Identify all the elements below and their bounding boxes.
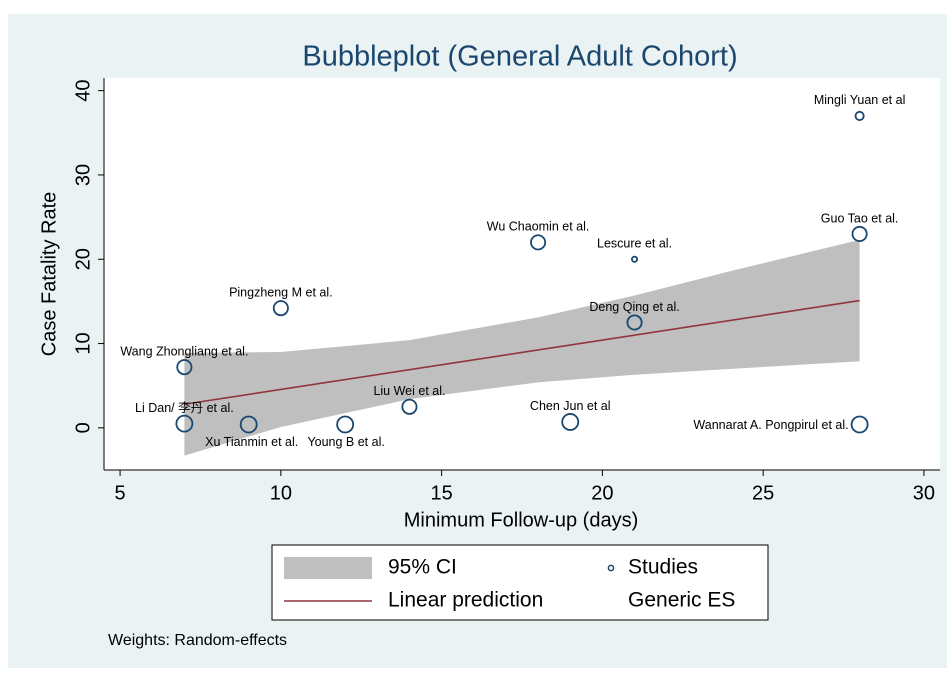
study-label: Lescure et al. — [597, 237, 672, 251]
x-tick-label: 20 — [591, 482, 613, 504]
study-label: Deng Qing et al. — [589, 300, 679, 314]
y-tick-label: 40 — [72, 80, 94, 102]
study-label: Young B et al. — [307, 435, 384, 449]
study-bubble — [239, 415, 258, 434]
x-axis-title: Minimum Follow-up (days) — [404, 509, 639, 531]
study-label: Xu Tianmin et al. — [205, 435, 298, 449]
y-tick-label: 10 — [72, 332, 94, 354]
y-tick-label: 30 — [72, 164, 94, 186]
study-bubble — [272, 300, 289, 317]
study-bubble — [851, 225, 868, 242]
legend-label: Linear prediction — [388, 589, 543, 612]
y-tick-label: 20 — [72, 248, 94, 270]
legend-label: Generic ES — [628, 589, 735, 612]
chart-title: Bubbleplot (General Adult Cohort) — [302, 41, 737, 73]
x-tick-label: 5 — [115, 482, 126, 504]
study-label: Pingzheng M et al. — [229, 285, 333, 299]
study-label: Chen Jun et al — [530, 399, 611, 413]
study-label: Mingli Yuan et al — [814, 93, 906, 107]
ci-band — [184, 239, 860, 456]
x-tick-label: 25 — [752, 482, 774, 504]
study-bubble — [175, 414, 194, 433]
study-label: Li Dan/ 李丹 et al. — [135, 400, 234, 415]
note: Weights: Random-effects — [108, 632, 287, 649]
x-tick-label: 30 — [913, 482, 935, 504]
study-bubble — [401, 398, 418, 415]
study-label: Guo Tao et al. — [821, 211, 899, 225]
study-bubble — [561, 413, 580, 431]
study-bubble — [626, 314, 643, 331]
study-label: Wannarat A. Pongpirul et al. — [693, 418, 848, 432]
x-tick-label: 10 — [270, 482, 292, 504]
study-bubble — [850, 415, 869, 434]
study-label: Wang Zhongliang et al. — [120, 344, 248, 358]
y-tick-label: 0 — [72, 422, 94, 433]
study-bubble — [336, 415, 355, 434]
legend-swatch — [607, 564, 615, 572]
study-bubble — [176, 359, 193, 376]
study-bubble — [631, 255, 639, 263]
x-tick-label: 15 — [430, 482, 452, 504]
study-bubble — [530, 234, 547, 251]
legend-label: 95% CI — [388, 556, 457, 579]
legend-swatch — [284, 557, 372, 579]
prediction-line — [184, 299, 860, 406]
study-label: Wu Chaomin et al. — [487, 220, 590, 234]
study-bubble — [854, 110, 865, 121]
legend-label: Studies — [628, 556, 698, 579]
plot-layer: 5 10 15 20 25 30 0 10 20 30 40 Mingli Yuan et al Guo… — [72, 78, 940, 504]
y-axis-title: Case Fatality Rate — [38, 192, 60, 357]
study-label: Liu Wei et al. — [373, 384, 445, 398]
